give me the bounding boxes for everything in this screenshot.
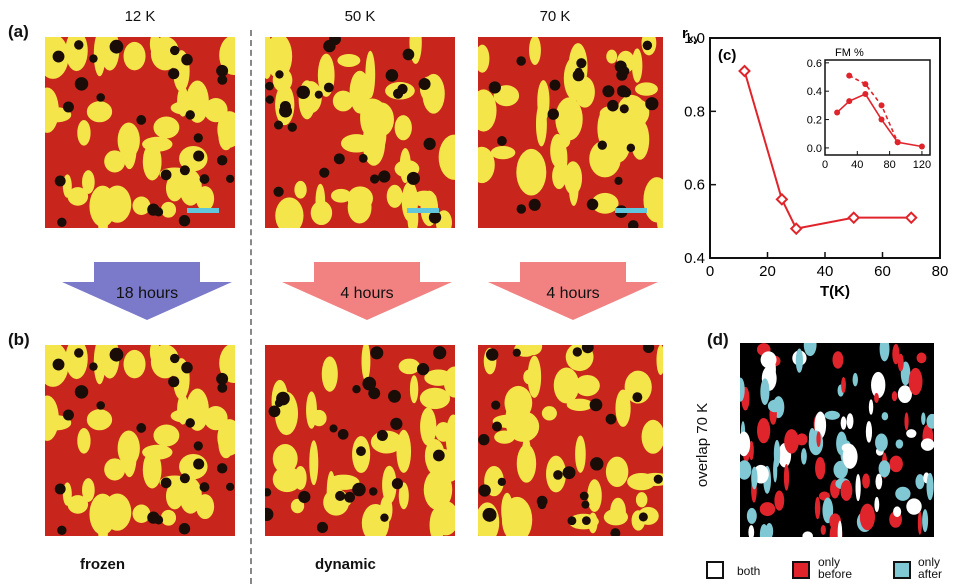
- panel-label-d: (d): [707, 330, 729, 349]
- inset-y-tick-label: 0.0: [807, 143, 822, 155]
- inset-x-tick-label: 0: [822, 159, 828, 171]
- inset-data-point: [862, 81, 869, 88]
- legend-label-only-before: only before: [818, 555, 853, 581]
- inset-data-point: [834, 109, 841, 116]
- caption-dynamic: dynamic: [315, 556, 376, 573]
- x-tick-label: 80: [932, 263, 949, 280]
- rxy-data-point: [847, 211, 861, 225]
- map-12k-before: [45, 37, 235, 228]
- inset-x-tick-label: 80: [883, 159, 895, 171]
- map-50k-before: [265, 37, 455, 228]
- inset-title: FM %: [835, 47, 864, 59]
- inset-y-tick-label: 0.2: [807, 115, 822, 127]
- caption-frozen: frozen: [80, 556, 125, 573]
- arrow-label-18-hours: 18 hours: [116, 285, 178, 302]
- inset-data-point: [918, 143, 925, 150]
- temperature-label-50k: 50 K: [344, 8, 376, 25]
- map-12k-after: [45, 345, 235, 536]
- x-tick-label: 40: [817, 263, 834, 280]
- panel-label-c: (c): [718, 47, 736, 64]
- inset-data-point: [846, 98, 853, 105]
- y-tick-label: 0.6: [684, 177, 705, 194]
- temperature-label-12k: 12 K: [124, 8, 156, 25]
- x-tick-label: 20: [759, 263, 776, 280]
- y-tick-label: 0.8: [684, 103, 705, 120]
- arrow-18-hours: 18 hours: [62, 262, 232, 320]
- inset-data-point: [878, 116, 885, 123]
- inset-series-line: [848, 74, 899, 143]
- map-70k-after: [478, 345, 668, 536]
- arrow-label-4-hours-50k: 4 hours: [340, 285, 393, 302]
- rxy-data-point: [904, 211, 918, 225]
- legend-swatch-both: [706, 561, 724, 579]
- legend-label-only-after: only after: [918, 555, 943, 581]
- inset-x-tick-label: 120: [913, 159, 931, 171]
- legend-swatch-only-after: [893, 561, 911, 579]
- inset-y-tick-label: 0.4: [807, 86, 822, 98]
- inset-data-point: [878, 102, 885, 109]
- rxy-data-point: [789, 222, 803, 236]
- x-tick-label: 0: [706, 263, 714, 280]
- scale-bar: [615, 208, 647, 213]
- scale-bar: [407, 208, 439, 213]
- overlap-map-70k: [740, 343, 934, 537]
- rxy-data-point: [738, 64, 751, 78]
- inset-x-tick-label: 40: [851, 159, 863, 171]
- arrow-label-4-hours-70k: 4 hours: [546, 285, 599, 302]
- arrow-4-hours-70k: 4 hours: [488, 262, 658, 320]
- y-tick-label: 0.4: [684, 250, 705, 267]
- x-tick-label: 60: [874, 263, 891, 280]
- panel-label-a: (a): [8, 22, 29, 41]
- overlap-label: overlap 70 K: [694, 402, 711, 488]
- temperature-label-70k: 70 K: [539, 8, 571, 25]
- panel-label-b: (b): [8, 330, 30, 349]
- legend-label-both: both: [737, 564, 761, 578]
- inset-data-point: [846, 72, 853, 79]
- map-50k-after: [265, 345, 455, 536]
- inset-data-point: [894, 139, 901, 146]
- arrow-4-hours-50k: 4 hours: [282, 262, 452, 320]
- scale-bar: [187, 208, 219, 213]
- y-tick-label: 1.0: [684, 30, 705, 47]
- rxy-data-point: [775, 192, 789, 206]
- map-70k-before: [478, 37, 668, 228]
- inset-data-point: [862, 91, 869, 98]
- legend-swatch-only-before: [792, 561, 810, 579]
- inset-y-tick-label: 0.6: [807, 58, 822, 70]
- frozen-dynamic-divider: [250, 30, 252, 584]
- inset-frame: [824, 59, 931, 156]
- x-axis-label: T(K): [820, 283, 850, 300]
